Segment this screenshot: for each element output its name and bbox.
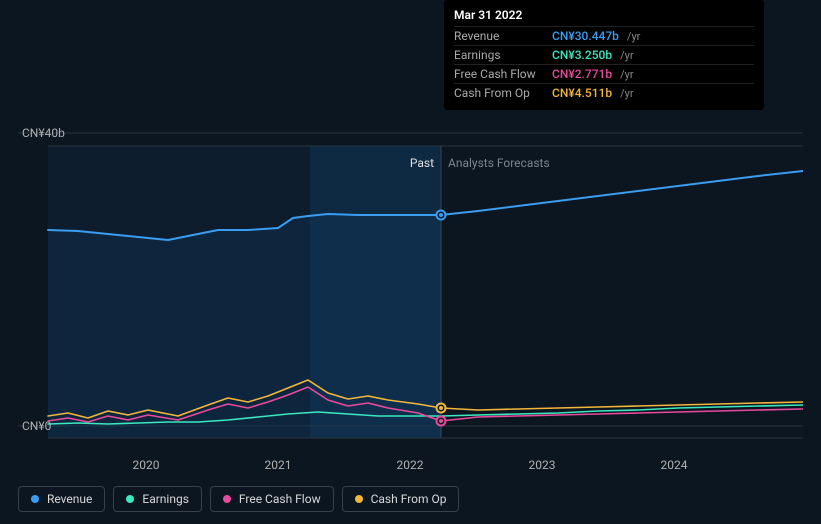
tooltip-row-value: CN¥30.447b — [552, 29, 619, 43]
y-axis-label: CN¥40b — [22, 126, 65, 140]
x-axis-label: 2022 — [397, 458, 424, 472]
legend-item-free_cash_flow[interactable]: Free Cash Flow — [210, 486, 334, 512]
legend-item-cash_from_op[interactable]: Cash From Op — [342, 486, 460, 512]
tooltip-row-label: Revenue — [454, 29, 544, 43]
legend-dot-icon — [355, 495, 363, 503]
tooltip-row: Free Cash Flow CN¥2.771b/yr — [454, 64, 754, 83]
legend-dot-icon — [223, 495, 231, 503]
legend: Revenue Earnings Free Cash Flow Cash From O… — [18, 486, 459, 512]
legend-dot-icon — [31, 495, 39, 503]
tooltip-row-label: Cash From Op — [454, 86, 544, 100]
tooltip-row: Earnings CN¥3.250b/yr — [454, 45, 754, 64]
tooltip-row: Cash From Op CN¥4.511b/yr — [454, 83, 754, 102]
tooltip-row-unit: /yr — [620, 49, 633, 62]
chart-container: CN¥40b CN¥0 2020 2021 2022 2023 2024 Past Anal… — [0, 0, 821, 524]
legend-item-label: Revenue — [47, 492, 92, 506]
y-axis-label: CN¥0 — [22, 419, 51, 433]
legend-item-label: Earnings — [142, 492, 189, 506]
tooltip-row: Revenue CN¥30.447b/yr — [454, 26, 754, 45]
legend-dot-icon — [126, 495, 134, 503]
tooltip-row-unit: /yr — [627, 30, 640, 43]
legend-item-label: Free Cash Flow — [239, 492, 321, 506]
tooltip-date: Mar 31 2022 — [454, 8, 754, 26]
legend-item-earnings[interactable]: Earnings — [113, 486, 202, 512]
tooltip-row-unit: /yr — [620, 68, 633, 81]
legend-item-label: Cash From Op — [371, 492, 447, 506]
tooltip-row-label: Free Cash Flow — [454, 67, 544, 81]
tooltip-row-value: CN¥3.250b — [552, 48, 612, 62]
tooltip-row-value: CN¥4.511b — [552, 86, 612, 100]
section-label-past: Past — [410, 156, 434, 170]
tooltip-row-value: CN¥2.771b — [552, 67, 612, 81]
tooltip-row-label: Earnings — [454, 48, 544, 62]
section-label-forecasts: Analysts Forecasts — [448, 156, 550, 170]
x-axis-label: 2020 — [133, 458, 160, 472]
x-axis-label: 2021 — [265, 458, 292, 472]
x-axis-label: 2023 — [529, 458, 556, 472]
tooltip-row-unit: /yr — [620, 87, 633, 100]
tooltip: Mar 31 2022 RevenueCN¥30.447b/yrEarnings… — [444, 0, 764, 110]
legend-item-revenue[interactable]: Revenue — [18, 486, 105, 512]
x-axis-label: 2024 — [661, 458, 688, 472]
